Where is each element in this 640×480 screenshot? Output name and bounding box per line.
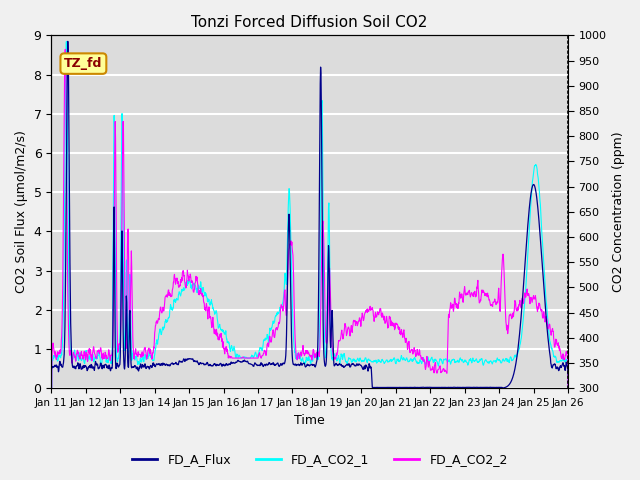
Y-axis label: CO2 Concentration (ppm): CO2 Concentration (ppm) (612, 132, 625, 292)
Text: TZ_fd: TZ_fd (64, 57, 102, 70)
Title: Tonzi Forced Diffusion Soil CO2: Tonzi Forced Diffusion Soil CO2 (191, 15, 428, 30)
Legend: FD_A_Flux, FD_A_CO2_1, FD_A_CO2_2: FD_A_Flux, FD_A_CO2_1, FD_A_CO2_2 (127, 448, 513, 471)
Y-axis label: CO2 Soil Flux (μmol/m2/s): CO2 Soil Flux (μmol/m2/s) (15, 131, 28, 293)
X-axis label: Time: Time (294, 414, 325, 427)
